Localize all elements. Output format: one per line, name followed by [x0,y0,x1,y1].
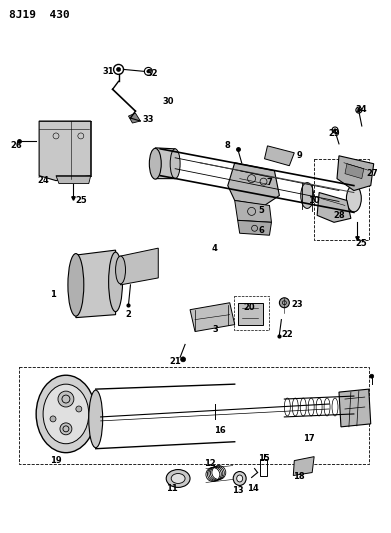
Polygon shape [56,176,91,183]
Text: 18: 18 [293,472,305,481]
Text: 23: 23 [291,300,303,309]
Polygon shape [317,192,351,222]
Polygon shape [76,250,116,318]
Text: 13: 13 [232,486,244,495]
Text: 32: 32 [147,69,158,78]
Text: 30: 30 [162,96,174,106]
Polygon shape [39,121,91,181]
Text: 31: 31 [103,67,115,76]
Text: 15: 15 [258,454,269,463]
Text: 34: 34 [355,104,367,114]
Ellipse shape [36,375,96,453]
Polygon shape [337,156,374,190]
Text: 1: 1 [50,290,56,300]
Ellipse shape [116,256,126,284]
Circle shape [76,406,82,412]
Ellipse shape [149,148,161,179]
Text: 14: 14 [247,484,258,493]
Circle shape [334,129,336,131]
Text: 9: 9 [296,151,302,160]
Text: 2: 2 [126,310,131,319]
Ellipse shape [68,254,84,316]
Ellipse shape [301,183,314,208]
Ellipse shape [233,472,246,486]
Polygon shape [228,163,280,205]
Circle shape [370,374,374,378]
Text: 21: 21 [169,357,181,366]
Text: 17: 17 [303,434,315,443]
Ellipse shape [171,473,185,483]
Text: 7: 7 [267,178,273,187]
Text: 8J19  430: 8J19 430 [9,10,70,20]
Polygon shape [120,248,158,285]
Polygon shape [238,220,271,235]
Text: 28: 28 [333,211,345,220]
Text: 3: 3 [212,325,218,334]
Polygon shape [190,303,235,332]
Ellipse shape [166,470,190,487]
Polygon shape [129,113,140,123]
Text: 25: 25 [355,239,367,248]
Text: 8: 8 [225,141,231,150]
Text: 20: 20 [244,303,255,312]
Text: 24: 24 [37,176,49,185]
Text: 33: 33 [143,115,154,124]
Text: 25: 25 [75,196,87,205]
Polygon shape [293,457,314,475]
Text: 22: 22 [282,330,293,339]
Ellipse shape [237,475,243,482]
Circle shape [60,423,72,435]
Text: 16: 16 [214,426,226,435]
Ellipse shape [170,149,180,179]
Text: 12: 12 [204,459,216,468]
Circle shape [50,416,56,422]
Polygon shape [235,200,271,222]
Text: 11: 11 [166,484,178,493]
Circle shape [58,391,74,407]
Circle shape [280,298,289,308]
Ellipse shape [89,390,103,448]
Ellipse shape [43,384,89,444]
Polygon shape [345,164,364,179]
Text: 29: 29 [328,130,340,139]
Polygon shape [339,389,371,427]
Text: 6: 6 [258,226,264,235]
Text: 19: 19 [50,456,62,465]
Polygon shape [264,146,294,166]
Circle shape [147,70,150,73]
Text: 26: 26 [11,141,22,150]
Text: 4: 4 [212,244,218,253]
Circle shape [358,109,360,111]
Circle shape [181,357,186,362]
Text: 10: 10 [308,196,320,205]
Polygon shape [155,148,175,179]
Text: 5: 5 [258,206,264,215]
Ellipse shape [346,185,361,212]
Ellipse shape [109,252,122,312]
Text: 27: 27 [366,169,378,178]
Circle shape [117,67,120,71]
Bar [238,303,262,325]
